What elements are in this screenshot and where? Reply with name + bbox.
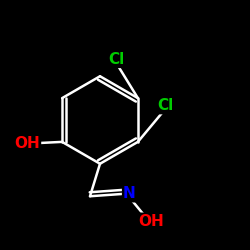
- Text: Cl: Cl: [157, 98, 174, 113]
- Text: OH: OH: [138, 214, 164, 229]
- Text: OH: OH: [14, 136, 40, 150]
- Text: Cl: Cl: [108, 52, 125, 67]
- Text: N: N: [123, 186, 136, 201]
